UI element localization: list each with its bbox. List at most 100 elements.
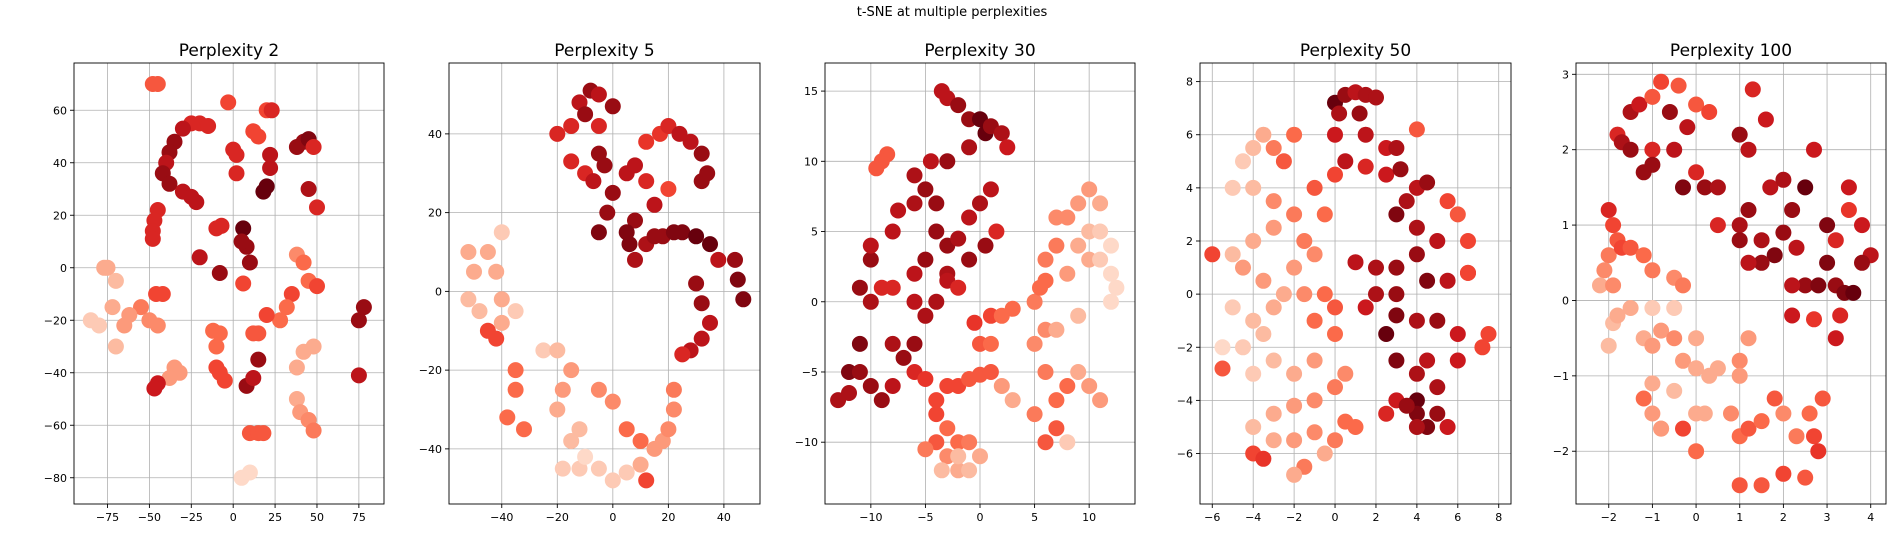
scatter-point — [950, 448, 967, 465]
x-tick-label: 4 — [1867, 511, 1874, 524]
scatter-point — [1265, 432, 1282, 449]
x-tick-label: −40 — [490, 511, 513, 524]
scatter-point — [665, 401, 682, 418]
scatter-point — [1622, 141, 1639, 158]
y-tick-label: 10 — [804, 155, 818, 168]
scatter-point — [1801, 405, 1818, 422]
scatter-point — [1070, 307, 1087, 324]
scatter-point — [228, 165, 245, 182]
scatter-point — [1766, 390, 1783, 407]
scatter-point — [493, 224, 510, 241]
scatter-point — [1797, 179, 1814, 196]
scatter-point — [646, 196, 663, 213]
y-tick-label: 15 — [804, 85, 818, 98]
scatter-point — [466, 263, 482, 280]
scatter-point — [1306, 312, 1323, 329]
scatter-point — [1048, 237, 1065, 254]
scatter-point — [1788, 239, 1805, 256]
y-tick-label: −40 — [419, 443, 442, 456]
scatter-point — [1224, 299, 1241, 316]
scatter-point — [922, 153, 939, 170]
scatter-point — [1429, 312, 1446, 329]
scatter-point — [107, 272, 124, 289]
scatter-point — [245, 370, 262, 386]
scatter-point — [1757, 111, 1774, 128]
plot-area — [74, 63, 384, 504]
scatter-point — [1026, 406, 1043, 423]
scatter-point — [1286, 397, 1303, 414]
scatter-point — [1675, 420, 1691, 437]
y-tick-label: 0 — [1186, 288, 1193, 301]
scatter-point — [1480, 326, 1497, 342]
scatter-point — [1059, 434, 1076, 451]
scatter-point — [460, 291, 477, 308]
y-tick-label: 2 — [1186, 235, 1193, 248]
scatter-point — [1092, 251, 1109, 268]
scatter-point — [116, 317, 133, 334]
scatter-point — [1653, 420, 1670, 437]
scatter-point — [890, 202, 907, 219]
scatter-point — [1766, 247, 1783, 264]
y-tick-label: −20 — [44, 314, 67, 327]
panel-4: −6 −4 −2 0 2 4 6 8 −6 −4 −2 0 2 4 6 8 Perplexity 50 — [1177, 41, 1512, 524]
scatter-point — [305, 422, 322, 439]
scatter-point — [1419, 174, 1436, 191]
scatter-point — [638, 173, 655, 190]
scatter-point — [1845, 284, 1862, 301]
scatter-point — [961, 434, 978, 451]
scatter-point — [1245, 140, 1262, 156]
y-tick-label: 0 — [435, 285, 442, 298]
scatter-point — [1460, 233, 1476, 249]
scatter-point — [1644, 300, 1661, 316]
x-tick-label: 1 — [1736, 511, 1743, 524]
scatter-point — [1286, 206, 1303, 223]
scatter-point — [1788, 428, 1805, 445]
y-tick-label: 0 — [1562, 294, 1569, 307]
scatter-point — [1644, 262, 1661, 279]
scatter-point — [906, 335, 923, 352]
scatter-point — [144, 230, 161, 247]
scatter-point — [1832, 307, 1849, 324]
scatter-point — [1635, 390, 1652, 407]
panel-2: −40 −20 0 20 40 −40 −20 0 20 40 Perplexity 5 — [419, 41, 761, 524]
scatter-point — [1347, 254, 1364, 271]
scatter-point — [1306, 392, 1323, 409]
scatter-point — [1255, 326, 1272, 342]
scatter-point — [104, 299, 121, 316]
scatter-point — [295, 254, 312, 271]
panel-1: −75 −50 −25 0 25 50 75 −80 −60 −40 −20 0 20 40 60 Perpl… — [44, 41, 385, 524]
scatter-point — [507, 381, 524, 398]
scatter-point — [309, 278, 325, 295]
scatter-point — [1327, 379, 1343, 396]
y-tick-label: 20 — [428, 207, 442, 220]
scatter-point — [460, 244, 477, 260]
scatter-point — [1048, 321, 1065, 338]
scatter-point — [1103, 237, 1119, 254]
scatter-point — [660, 181, 677, 197]
scatter-point — [1740, 330, 1757, 347]
scatter-point — [1070, 195, 1087, 212]
scatter-point — [1731, 352, 1748, 369]
axes-frame — [448, 62, 761, 505]
y-tick-label: −2 — [1177, 341, 1193, 354]
scatter-point — [1635, 247, 1652, 264]
scatter-point — [682, 133, 699, 150]
scatter-point — [211, 325, 228, 342]
scatter-point — [1666, 382, 1683, 399]
scatter-point — [982, 335, 999, 352]
scatter-point — [499, 409, 516, 426]
scatter-point — [1388, 286, 1405, 303]
scatter-point — [1596, 262, 1613, 279]
scatter-point — [1644, 88, 1661, 105]
scatter-point — [1245, 419, 1262, 435]
scatter-point — [1753, 477, 1770, 494]
scatter-point — [1214, 339, 1231, 356]
scatter-point — [1398, 397, 1415, 414]
scatter-point — [288, 359, 305, 376]
scatter-point — [1265, 140, 1282, 156]
scatter-point — [571, 421, 588, 438]
scatter-point — [906, 167, 923, 184]
scatter-point — [1037, 272, 1054, 289]
scatter-point — [1026, 293, 1043, 310]
x-tick-label: 8 — [1495, 511, 1502, 524]
